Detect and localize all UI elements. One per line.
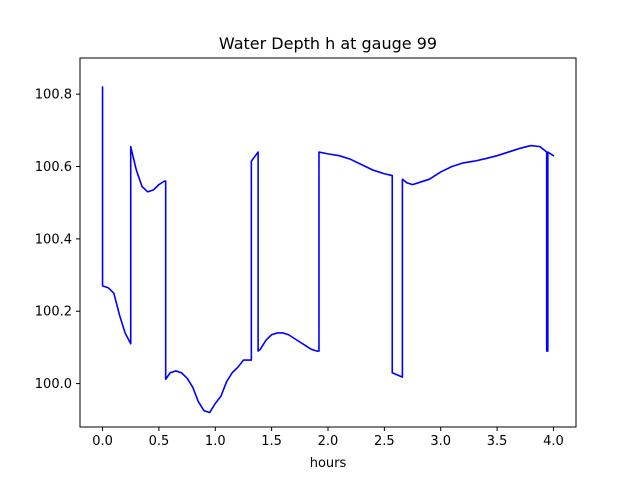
x-axis: 0.0 0.5 1.0 1.5 2.0 2.5 3.0 3.5 4.0 (92, 427, 564, 449)
x-tick-label: 3.5 (487, 434, 508, 449)
y-tick-label: 100.4 (35, 232, 72, 247)
y-axis: 100.0 100.2 100.4 100.6 100.8 (35, 88, 80, 392)
x-tick-label: 3.0 (430, 434, 451, 449)
x-tick-label: 2.0 (318, 434, 339, 449)
plot-area (101, 86, 555, 414)
x-tick-label: 0.5 (149, 434, 170, 449)
chart-title: Water Depth h at gauge 99 (219, 34, 437, 53)
y-tick-label: 100.8 (35, 88, 72, 103)
y-tick-label: 100.0 (35, 377, 72, 392)
x-tick-label: 0.0 (92, 434, 113, 449)
x-tick-label: 1.0 (205, 434, 226, 449)
x-tick-label: 4.0 (543, 434, 564, 449)
x-tick-label: 2.5 (374, 434, 395, 449)
y-tick-label: 100.2 (35, 305, 72, 320)
series-line (101, 86, 555, 414)
x-tick-label: 1.5 (261, 434, 282, 449)
plot-frame (79, 57, 577, 428)
y-tick-label: 100.6 (35, 160, 72, 175)
x-axis-label: hours (310, 456, 347, 471)
